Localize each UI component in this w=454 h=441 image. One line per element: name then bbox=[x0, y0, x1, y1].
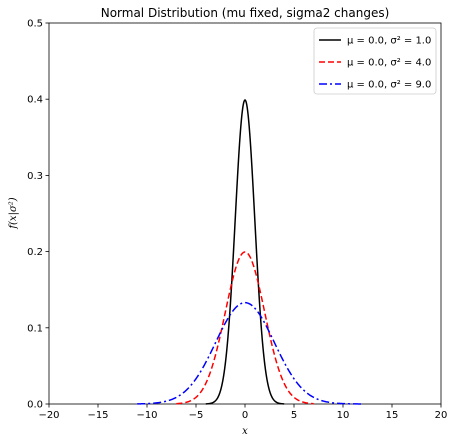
x-tick-label: 5 bbox=[291, 410, 297, 421]
y-tick-label: 0.4 bbox=[27, 95, 43, 106]
series-line-1 bbox=[205, 99, 285, 405]
x-tick-label: 0 bbox=[242, 410, 248, 421]
y-tick-label: 0.0 bbox=[27, 400, 43, 411]
y-tick-label: 0.3 bbox=[27, 171, 43, 182]
series-line-2 bbox=[176, 251, 314, 405]
y-tick-label: 0.5 bbox=[27, 19, 43, 30]
series-layer bbox=[137, 99, 363, 405]
y-tick-label: 0.2 bbox=[27, 247, 43, 258]
legend: μ = 0.0, σ² = 1.0 μ = 0.0, σ² = 4.0 μ = 0.… bbox=[313, 27, 437, 95]
legend-label-2: μ = 0.0, σ² = 4.0 bbox=[347, 58, 431, 69]
y-tick-label: 0.1 bbox=[27, 323, 43, 334]
x-tick-label: −5 bbox=[189, 410, 204, 421]
series-line-3 bbox=[137, 301, 363, 405]
x-tick-label: −10 bbox=[136, 410, 157, 421]
x-tick-label: 10 bbox=[337, 410, 350, 421]
x-tick-label: 15 bbox=[386, 410, 399, 421]
x-axis-label: x bbox=[242, 426, 248, 437]
chart-title: Normal Distribution (mu fixed, sigma2 ch… bbox=[101, 6, 390, 20]
x-tick-label: 20 bbox=[435, 410, 448, 421]
legend-label-1: μ = 0.0, σ² = 1.0 bbox=[347, 36, 431, 47]
y-axis: 0.0 0.1 0.2 0.3 0.4 0.5 bbox=[27, 19, 49, 411]
legend-label-3: μ = 0.0, σ² = 9.0 bbox=[347, 80, 431, 91]
y-axis-label: f(x|σ²) bbox=[8, 197, 19, 229]
legend-box bbox=[313, 27, 437, 95]
x-axis: −20 −15 −10 −5 0 5 10 15 20 bbox=[38, 404, 447, 421]
x-tick-label: −15 bbox=[87, 410, 108, 421]
x-tick-label: −20 bbox=[38, 410, 59, 421]
